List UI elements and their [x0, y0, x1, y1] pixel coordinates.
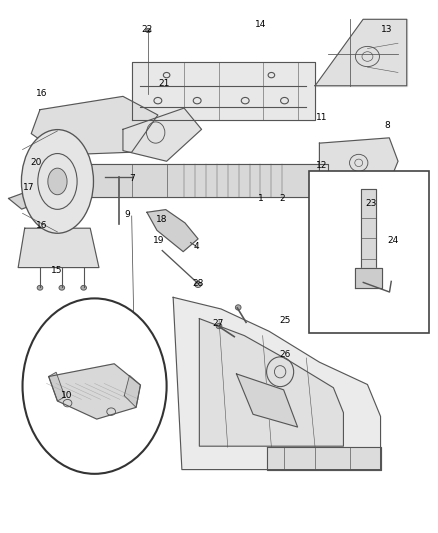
Text: 18: 18: [155, 215, 167, 224]
Ellipse shape: [216, 324, 222, 329]
Polygon shape: [237, 374, 297, 427]
Text: 16: 16: [36, 221, 48, 230]
Polygon shape: [68, 165, 328, 197]
Ellipse shape: [37, 285, 43, 290]
Polygon shape: [49, 364, 141, 419]
Polygon shape: [173, 297, 381, 470]
Text: 14: 14: [255, 20, 266, 29]
Ellipse shape: [48, 168, 67, 195]
Polygon shape: [31, 96, 158, 155]
Circle shape: [22, 298, 166, 474]
Text: 12: 12: [316, 161, 327, 170]
Text: 17: 17: [23, 183, 35, 192]
Polygon shape: [360, 189, 376, 269]
Text: 25: 25: [280, 316, 291, 325]
Polygon shape: [267, 447, 381, 470]
Text: 21: 21: [159, 78, 170, 87]
Ellipse shape: [235, 305, 241, 310]
Text: 9: 9: [124, 210, 130, 219]
Polygon shape: [123, 108, 201, 161]
Text: 28: 28: [192, 279, 204, 288]
Ellipse shape: [195, 281, 201, 287]
Text: 13: 13: [381, 26, 393, 35]
Text: 27: 27: [212, 319, 224, 328]
Text: 19: 19: [153, 237, 165, 246]
Text: 1: 1: [258, 194, 263, 203]
Text: 16: 16: [36, 89, 48, 98]
Text: 20: 20: [30, 158, 41, 167]
Text: 22: 22: [141, 26, 152, 35]
Polygon shape: [315, 19, 407, 86]
Text: 23: 23: [365, 199, 377, 208]
Text: 15: 15: [51, 266, 62, 275]
Polygon shape: [18, 228, 99, 268]
Polygon shape: [9, 185, 57, 209]
Text: 24: 24: [387, 237, 399, 246]
Polygon shape: [199, 319, 343, 446]
Polygon shape: [132, 62, 315, 120]
Bar: [308, 171, 428, 333]
Text: 2: 2: [279, 194, 285, 203]
Text: 4: 4: [194, 242, 199, 251]
Text: 7: 7: [129, 174, 134, 183]
Polygon shape: [124, 375, 141, 407]
Text: 8: 8: [384, 121, 390, 130]
Text: 11: 11: [316, 113, 327, 122]
Ellipse shape: [59, 285, 65, 290]
Text: 26: 26: [280, 350, 291, 359]
Text: 10: 10: [61, 391, 73, 400]
Polygon shape: [356, 268, 381, 288]
Polygon shape: [319, 138, 398, 182]
Polygon shape: [147, 209, 198, 252]
Ellipse shape: [81, 285, 86, 290]
Polygon shape: [49, 372, 65, 401]
Ellipse shape: [21, 130, 93, 233]
Ellipse shape: [146, 28, 151, 33]
